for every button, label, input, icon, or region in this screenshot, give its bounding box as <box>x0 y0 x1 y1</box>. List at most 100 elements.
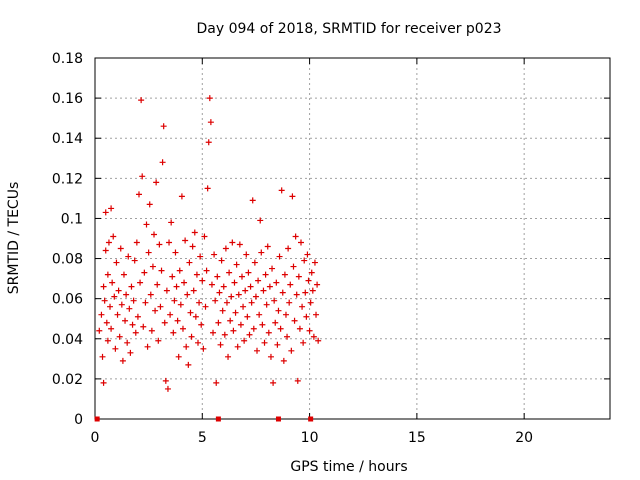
data-point <box>114 311 121 318</box>
data-point <box>178 193 185 200</box>
data-point <box>272 319 279 326</box>
data-point <box>261 339 268 346</box>
data-point <box>260 287 267 294</box>
data-point <box>152 307 159 314</box>
data-point <box>140 323 147 330</box>
data-point <box>135 191 142 198</box>
data-point <box>267 353 274 360</box>
data-point <box>170 329 177 336</box>
data-point <box>205 139 212 146</box>
data-point <box>171 297 178 304</box>
data-point <box>277 325 284 332</box>
x-tick-label: 15 <box>408 430 426 446</box>
data-point <box>147 291 154 298</box>
data-point <box>104 271 111 278</box>
data-point <box>96 327 103 334</box>
plot-frame <box>94 57 611 420</box>
data-point <box>211 251 218 258</box>
data-point <box>168 219 175 226</box>
data-point <box>164 385 171 392</box>
data-point <box>119 357 126 364</box>
data-point <box>184 291 191 298</box>
data-point <box>98 311 105 318</box>
data-point <box>248 299 255 306</box>
data-point <box>315 337 322 344</box>
data-point <box>290 263 297 270</box>
data-point <box>236 241 243 248</box>
data-point <box>307 299 314 306</box>
data-point <box>269 265 276 272</box>
y-tick-label: 0.14 <box>52 131 83 147</box>
data-point <box>246 331 253 338</box>
data-point <box>128 283 135 290</box>
x-axis-label: GPS time / hours <box>290 459 407 475</box>
data-point <box>175 353 182 360</box>
data-point <box>228 293 235 300</box>
data-point <box>305 277 312 284</box>
data-point <box>134 313 141 320</box>
data-point <box>138 97 145 104</box>
data-point <box>99 353 106 360</box>
data-point <box>276 253 283 260</box>
data-point <box>274 341 281 348</box>
data-point <box>131 257 138 264</box>
data-point <box>108 205 115 212</box>
data-point <box>162 377 169 384</box>
data-point <box>237 321 244 328</box>
gap-marker <box>215 416 221 422</box>
data-point <box>189 243 196 250</box>
data-point <box>148 327 155 334</box>
data-point <box>234 343 241 350</box>
data-point <box>144 343 151 350</box>
data-point <box>250 325 257 332</box>
axis-ticks: 0 0.02 0.04 0.06 0.08 0.1 0.12 0.14 0.16 0.18 0 5 10… <box>52 51 610 446</box>
data-point <box>254 347 261 354</box>
data-point <box>241 337 248 344</box>
data-point <box>256 311 263 318</box>
data-point <box>151 231 158 238</box>
data-point <box>198 321 205 328</box>
data-point <box>311 259 318 266</box>
data-point <box>132 329 139 336</box>
data-point <box>240 303 247 310</box>
y-tick-label: 0.12 <box>52 171 83 187</box>
data-point <box>186 259 193 266</box>
data-point <box>281 271 288 278</box>
data-point <box>104 337 111 344</box>
data-point <box>251 259 258 266</box>
data-point <box>100 283 107 290</box>
data-point <box>102 209 109 216</box>
data-point <box>288 347 295 354</box>
data-point <box>223 299 230 306</box>
data-point <box>149 263 156 270</box>
x-tick-label: 20 <box>515 430 533 446</box>
data-point <box>197 253 204 260</box>
data-point <box>230 327 237 334</box>
data-point <box>210 329 217 336</box>
data-point <box>306 327 313 334</box>
data-point <box>229 239 236 246</box>
data-point <box>243 251 250 258</box>
data-point <box>304 251 311 258</box>
y-tick-label: 0.08 <box>52 252 83 268</box>
data-point <box>103 319 110 326</box>
data-point <box>188 333 195 340</box>
data-point <box>252 293 259 300</box>
x-tick-label: 0 <box>91 430 100 446</box>
data-point <box>187 309 194 316</box>
data-point <box>298 239 304 246</box>
y-axis-label: SRMTID / TECUs <box>6 182 22 295</box>
data-point <box>196 299 203 306</box>
data-point <box>303 313 310 320</box>
data-point <box>145 249 152 256</box>
data-point <box>193 271 200 278</box>
data-point <box>300 339 307 346</box>
data-point <box>200 345 207 352</box>
y-tick-label: 0.18 <box>52 51 83 67</box>
grid <box>95 58 610 419</box>
data-point <box>308 269 315 276</box>
data-point <box>161 319 168 326</box>
data-point <box>195 339 201 346</box>
data-point <box>266 283 273 290</box>
data-point <box>158 267 165 274</box>
